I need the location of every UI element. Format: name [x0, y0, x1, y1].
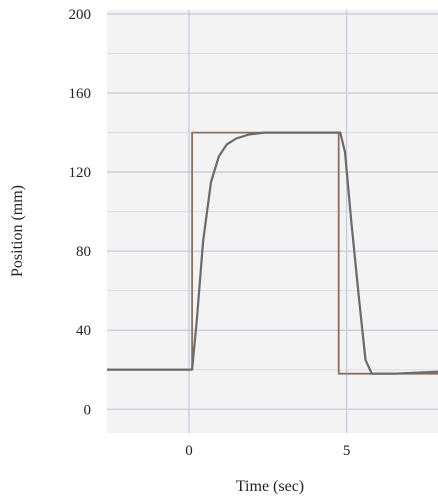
- grid: [107, 10, 438, 433]
- y-tick-label: 40: [76, 323, 91, 339]
- y-tick-label: 160: [69, 86, 92, 102]
- x-axis-label: Time (sec): [236, 478, 304, 495]
- series-layer: [107, 131, 438, 375]
- y-tick-label: 120: [69, 165, 92, 181]
- y-tick-label: 200: [69, 7, 92, 23]
- y-axis-label: Position (mm): [9, 185, 26, 277]
- tick-labels: 0 40 80 120 160 200 0 5: [69, 7, 351, 459]
- y-tick-label: 80: [76, 244, 91, 260]
- x-tick-label: 0: [185, 443, 193, 459]
- y-tick-label: 0: [84, 402, 92, 418]
- plot-area: [107, 10, 438, 433]
- x-tick-label: 5: [343, 443, 351, 459]
- series-line-2: [107, 131, 438, 375]
